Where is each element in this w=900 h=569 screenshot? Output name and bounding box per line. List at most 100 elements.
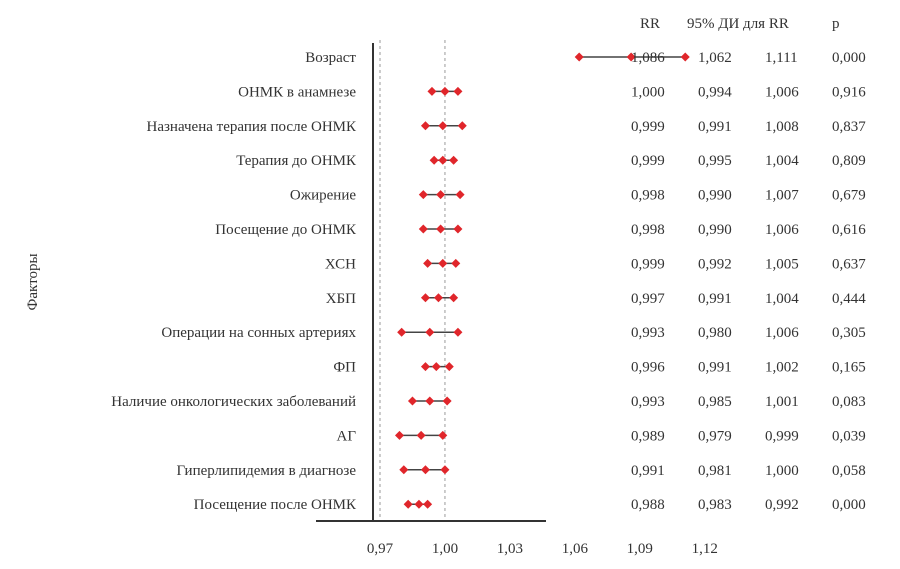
ci-high-value: 1,111 bbox=[765, 50, 798, 66]
ci-low-value: 0,990 bbox=[698, 222, 732, 238]
ci-low-marker bbox=[407, 396, 417, 406]
factor-label: ОНМК в анамнезе bbox=[238, 84, 356, 100]
factor-label: Операции на сонных артериях bbox=[161, 325, 356, 341]
ci-low-value: 0,983 bbox=[698, 497, 732, 513]
rr-value: 0,997 bbox=[631, 291, 665, 307]
forest-row: Ожирение 0,998 0,990 1,007 0,679 bbox=[290, 188, 866, 204]
ci-high-value: 1,000 bbox=[765, 463, 799, 479]
factor-label: Посещение до ОНМК bbox=[215, 222, 357, 238]
rr-point-marker bbox=[438, 258, 448, 268]
y-axis-label: Факторы bbox=[25, 253, 41, 310]
forest-row: Посещение после ОНМК 0,988 0,983 0,992 0,000 bbox=[194, 497, 866, 513]
forest-row: ОНМК в анамнезе 1,000 0,994 1,006 0,916 bbox=[238, 84, 866, 100]
rr-point-marker bbox=[425, 396, 435, 406]
forest-row: Терапия до ОНМК 0,999 0,995 1,004 0,809 bbox=[236, 153, 866, 169]
rr-value: 0,996 bbox=[631, 360, 665, 376]
p-value: 0,837 bbox=[832, 119, 866, 135]
rr-point-marker bbox=[414, 499, 424, 509]
ci-low-value: 0,991 bbox=[698, 291, 732, 307]
factor-label: ХСН bbox=[325, 256, 356, 272]
rr-value: 1,000 bbox=[631, 84, 665, 100]
p-value: 0,165 bbox=[832, 360, 866, 376]
factor-label: Посещение после ОНМК bbox=[194, 497, 357, 513]
ci-low-marker bbox=[394, 430, 404, 440]
ci-high-value: 1,006 bbox=[765, 84, 799, 100]
factor-label: Возраст bbox=[305, 50, 356, 66]
rr-value: 0,999 bbox=[631, 256, 665, 272]
forest-row: ХБП 0,997 0,991 1,004 0,444 bbox=[326, 291, 867, 307]
factor-label: ХБП bbox=[326, 291, 356, 307]
p-value: 0,039 bbox=[832, 428, 866, 444]
ci-high-value: 1,008 bbox=[765, 119, 799, 135]
ci-high-value: 1,001 bbox=[765, 394, 799, 410]
ci-low-value: 0,995 bbox=[698, 153, 732, 169]
forest-row: Посещение до ОНМК 0,998 0,990 1,006 0,616 bbox=[215, 222, 866, 238]
rr-value: 0,999 bbox=[631, 153, 665, 169]
p-value: 0,000 bbox=[832, 497, 866, 513]
ci-low-value: 0,991 bbox=[698, 360, 732, 376]
x-tick-labels: 0,97 1,00 1,03 1,06 1,09 1,12 bbox=[367, 541, 718, 557]
ci-low-marker bbox=[397, 327, 407, 337]
ci-high-value: 1,004 bbox=[765, 153, 799, 169]
rr-value: 0,988 bbox=[631, 497, 665, 513]
header-rr: RR bbox=[640, 16, 660, 32]
ci-low-marker bbox=[399, 465, 409, 475]
rr-point-marker bbox=[433, 293, 443, 303]
ci-high-marker bbox=[449, 155, 459, 165]
p-value: 0,809 bbox=[832, 153, 866, 169]
ci-low-marker bbox=[418, 190, 428, 200]
ci-high-value: 1,004 bbox=[765, 291, 799, 307]
ci-high-marker bbox=[449, 293, 459, 303]
forest-row: АГ 0,989 0,979 0,999 0,039 bbox=[336, 428, 865, 444]
ci-low-value: 0,985 bbox=[698, 394, 732, 410]
reference-lines bbox=[379, 40, 446, 521]
rr-point-marker bbox=[626, 52, 636, 62]
ci-low-value: 0,981 bbox=[698, 463, 732, 479]
p-value: 0,616 bbox=[832, 222, 866, 238]
factor-label: Терапия до ОНМК bbox=[236, 153, 357, 169]
ci-high-marker bbox=[444, 362, 454, 372]
ci-high-marker bbox=[440, 465, 450, 475]
p-value: 0,305 bbox=[832, 325, 866, 341]
ci-low-marker bbox=[574, 52, 584, 62]
rr-value: 0,989 bbox=[631, 428, 665, 444]
ci-high-marker bbox=[438, 430, 448, 440]
ci-low-marker bbox=[427, 86, 437, 96]
header-ci: 95% ДИ для RR bbox=[687, 16, 789, 32]
rr-point-marker bbox=[436, 224, 446, 234]
p-value: 0,444 bbox=[832, 291, 866, 307]
ci-high-marker bbox=[680, 52, 690, 62]
ci-low-value: 0,994 bbox=[698, 84, 732, 100]
ci-high-marker bbox=[457, 121, 467, 131]
rr-value: 0,999 bbox=[631, 119, 665, 135]
rr-value: 0,993 bbox=[631, 394, 665, 410]
x-tick-label: 1,00 bbox=[432, 541, 458, 557]
column-headers: RR 95% ДИ для RR p bbox=[640, 16, 840, 32]
header-p: p bbox=[832, 16, 840, 32]
factor-label: Ожирение bbox=[290, 188, 356, 204]
rr-point-marker bbox=[416, 430, 426, 440]
ci-high-marker bbox=[423, 499, 433, 509]
rr-point-marker bbox=[438, 121, 448, 131]
forest-row: Возраст 1,086 1,062 1,111 0,000 bbox=[305, 50, 866, 66]
ci-low-value: 0,992 bbox=[698, 256, 732, 272]
rr-point-marker bbox=[420, 465, 430, 475]
x-tick-label: 1,09 bbox=[627, 541, 653, 557]
forest-rows: Возраст 1,086 1,062 1,111 0,000 ОНМК в анамне… bbox=[111, 50, 866, 513]
rr-point-marker bbox=[440, 86, 450, 96]
p-value: 0,679 bbox=[832, 188, 866, 204]
ci-high-value: 1,006 bbox=[765, 325, 799, 341]
ci-low-value: 1,062 bbox=[698, 50, 732, 66]
rr-value: 0,998 bbox=[631, 222, 665, 238]
p-value: 0,916 bbox=[832, 84, 866, 100]
ci-high-value: 1,006 bbox=[765, 222, 799, 238]
rr-point-marker bbox=[438, 155, 448, 165]
ci-low-value: 0,991 bbox=[698, 119, 732, 135]
factor-label: ФП bbox=[333, 360, 356, 376]
rr-point-marker bbox=[425, 327, 435, 337]
rr-point-marker bbox=[436, 190, 446, 200]
ci-high-marker bbox=[451, 258, 461, 268]
factor-label: Наличие онкологических заболеваний bbox=[111, 394, 356, 410]
x-tick-label: 1,03 bbox=[497, 541, 523, 557]
factor-label: Гиперлипидемия в диагнозе bbox=[176, 463, 356, 479]
